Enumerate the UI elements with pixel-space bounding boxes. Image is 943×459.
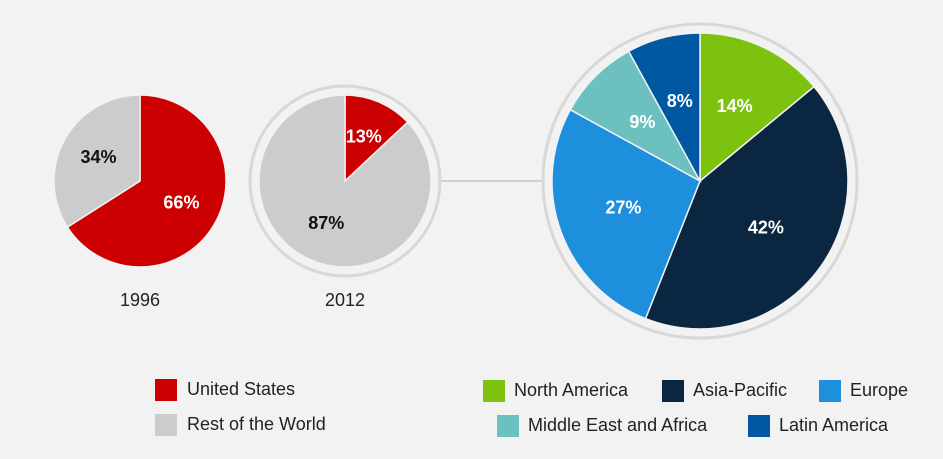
legend-label: United States — [187, 379, 295, 399]
legend-label: Rest of the World — [187, 414, 326, 434]
data-label: 42% — [748, 218, 784, 238]
legend-label: Latin America — [779, 415, 889, 435]
pie-title: 1996 — [120, 290, 160, 310]
legend-label: Europe — [850, 380, 908, 400]
legend-swatch — [155, 379, 177, 401]
data-label: 9% — [629, 112, 655, 132]
legend-swatch — [483, 380, 505, 402]
legend-label: North America — [514, 380, 629, 400]
pie-slice — [627, 32, 701, 182]
pie-slice — [66, 94, 227, 268]
legend-swatch — [497, 415, 519, 437]
legend-swatch — [155, 414, 177, 436]
data-label: 34% — [81, 147, 117, 167]
legend-label: Middle East and Africa — [528, 415, 708, 435]
data-label: 8% — [667, 91, 693, 111]
data-label: 13% — [346, 126, 382, 146]
pie-slice — [644, 85, 849, 330]
legend-label: Asia-Pacific — [693, 380, 787, 400]
pie-slice — [344, 94, 409, 183]
pie-slice — [53, 94, 141, 229]
pie-slice — [258, 94, 432, 268]
data-label: 87% — [308, 213, 344, 233]
data-label: 66% — [163, 193, 199, 213]
pie-slice — [569, 50, 702, 183]
legend-swatch — [662, 380, 684, 402]
legend-swatch — [819, 380, 841, 402]
pie-slice — [551, 108, 701, 320]
pie-title: 2012 — [325, 290, 365, 310]
pie-slice — [699, 32, 816, 183]
legend-swatch — [748, 415, 770, 437]
data-label: 27% — [605, 197, 641, 217]
data-label: 14% — [717, 96, 753, 116]
